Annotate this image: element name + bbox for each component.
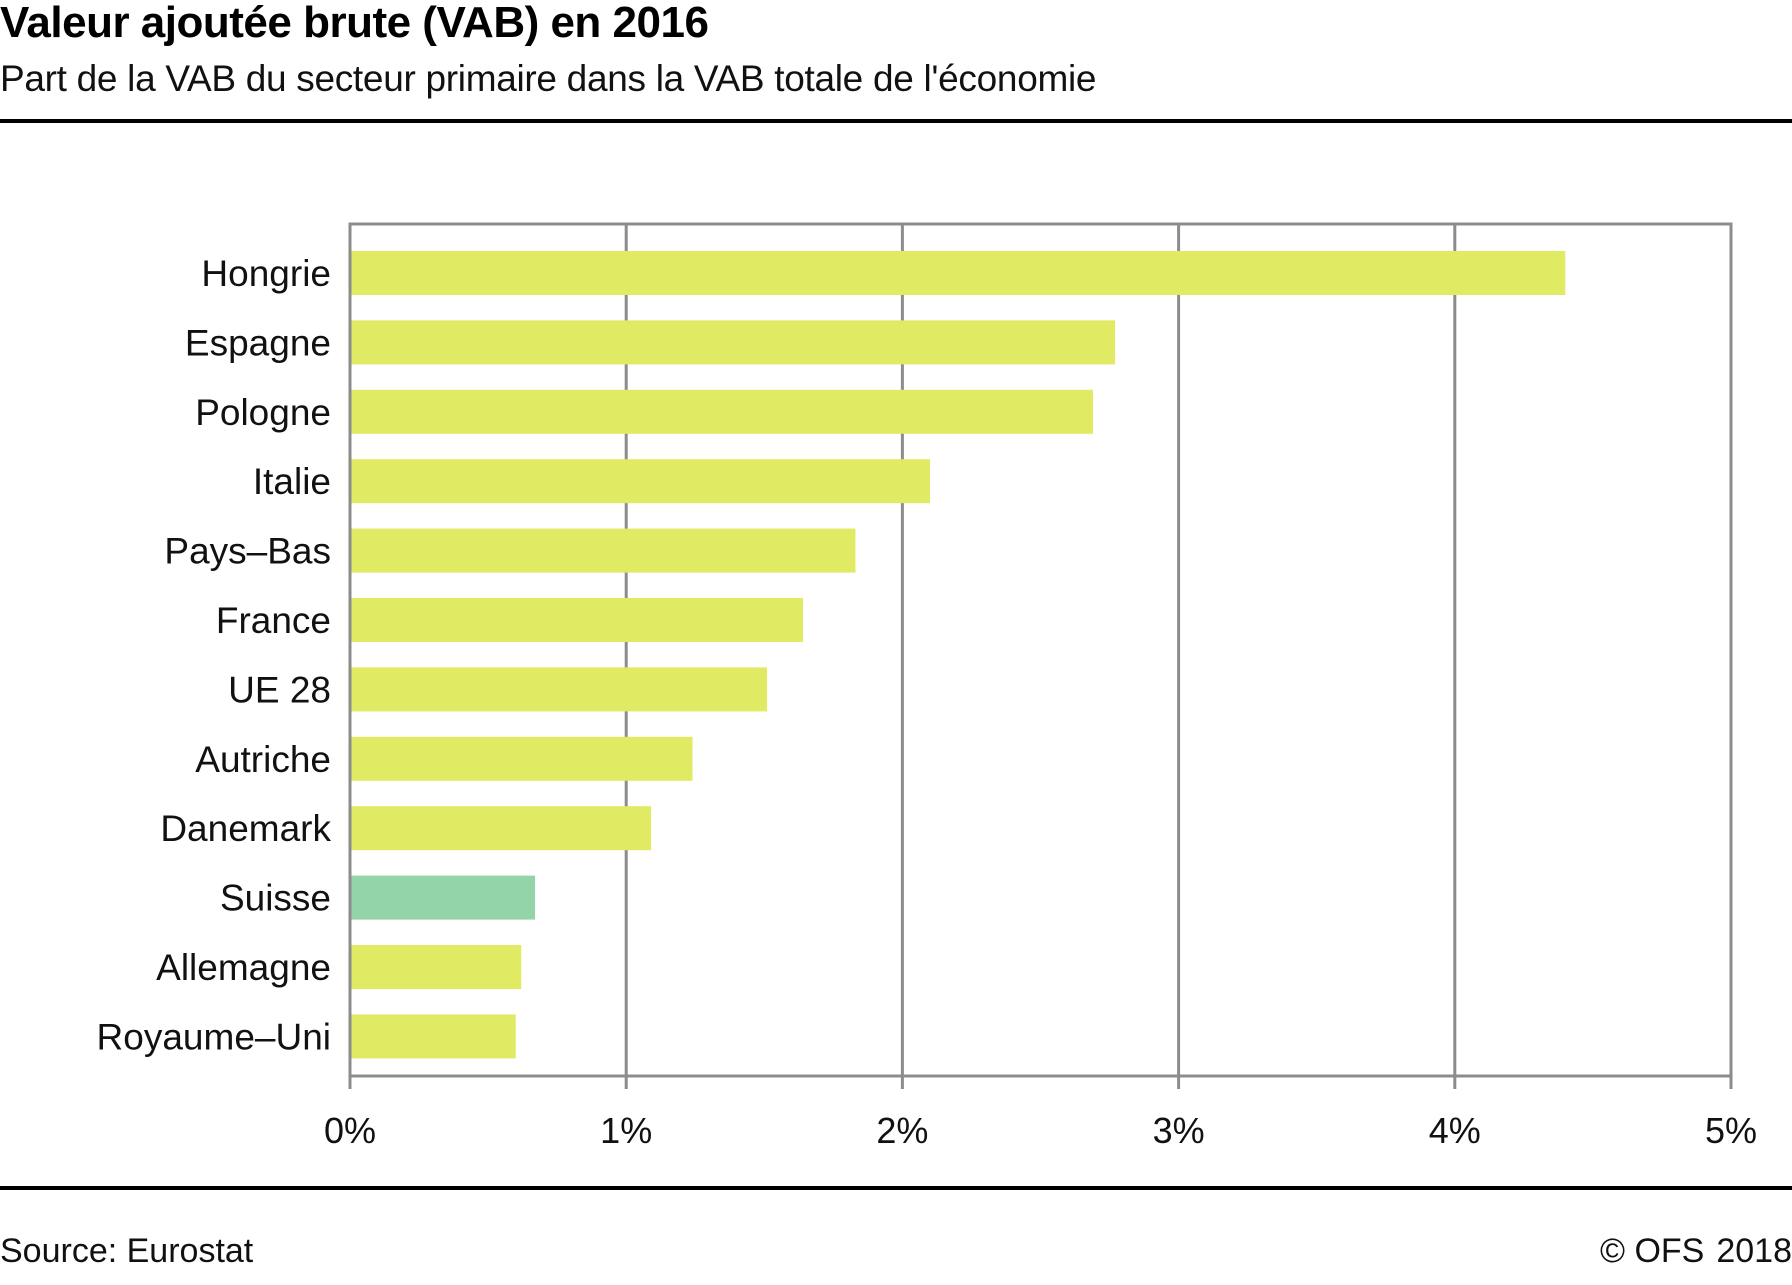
chart-subtitle: Part de la VAB du secteur primaire dans … bbox=[0, 58, 1097, 99]
category-label: France bbox=[216, 600, 331, 641]
bar-allemagne bbox=[351, 945, 522, 989]
bar-ue-28 bbox=[351, 667, 768, 712]
x-tick-label: 4% bbox=[1429, 1110, 1481, 1151]
x-tick-label: 2% bbox=[876, 1110, 928, 1151]
copyright-year: 2018 bbox=[1716, 1232, 1792, 1270]
bar-hongrie bbox=[351, 251, 1566, 295]
x-tick-label: 0% bbox=[324, 1110, 376, 1151]
x-tick-label: 5% bbox=[1705, 1110, 1757, 1151]
x-tick-label: 3% bbox=[1153, 1110, 1205, 1151]
category-label: Suisse bbox=[220, 878, 331, 919]
x-tick-label: 1% bbox=[600, 1110, 652, 1151]
bar-danemark bbox=[351, 806, 652, 851]
source-note: Source: Eurostat bbox=[0, 1232, 254, 1270]
bar-italie bbox=[351, 459, 931, 504]
bars-layer bbox=[351, 251, 1566, 1059]
bar-royaume-uni bbox=[351, 1014, 516, 1059]
x-axis-ticks: 0% 1% 2% 3% 4% 5% bbox=[324, 1110, 1757, 1151]
grid-layer bbox=[348, 222, 1733, 1089]
category-label: Royaume–Uni bbox=[97, 1016, 331, 1057]
bar-autriche bbox=[351, 736, 693, 781]
category-label: Pologne bbox=[195, 392, 331, 433]
category-label: UE 28 bbox=[228, 669, 331, 710]
bottom-rule bbox=[0, 1186, 1792, 1190]
category-label: Allemagne bbox=[156, 947, 331, 988]
copyright-note: © OFS 2018 bbox=[1600, 1232, 1792, 1271]
bar-suisse bbox=[351, 875, 536, 920]
copyright-text: © OFS bbox=[1599, 1232, 1705, 1270]
category-label: Hongrie bbox=[201, 253, 331, 294]
category-labels: Hongrie Espagne Pologne Italie Pays–Bas Franc… bbox=[97, 253, 332, 1057]
category-label: Pays–Bas bbox=[164, 531, 331, 572]
bar-espagne bbox=[351, 320, 1116, 365]
top-rule bbox=[0, 119, 1792, 123]
bar-france bbox=[351, 598, 803, 642]
bar-pays-bas bbox=[351, 528, 856, 573]
category-label: Danemark bbox=[160, 808, 331, 849]
category-label: Italie bbox=[253, 461, 331, 502]
bar-pologne bbox=[351, 389, 1093, 434]
category-label: Autriche bbox=[195, 739, 331, 780]
category-label: Espagne bbox=[185, 322, 331, 363]
chart-title: Valeur ajoutée brute (VAB) en 2016 bbox=[0, 0, 709, 47]
